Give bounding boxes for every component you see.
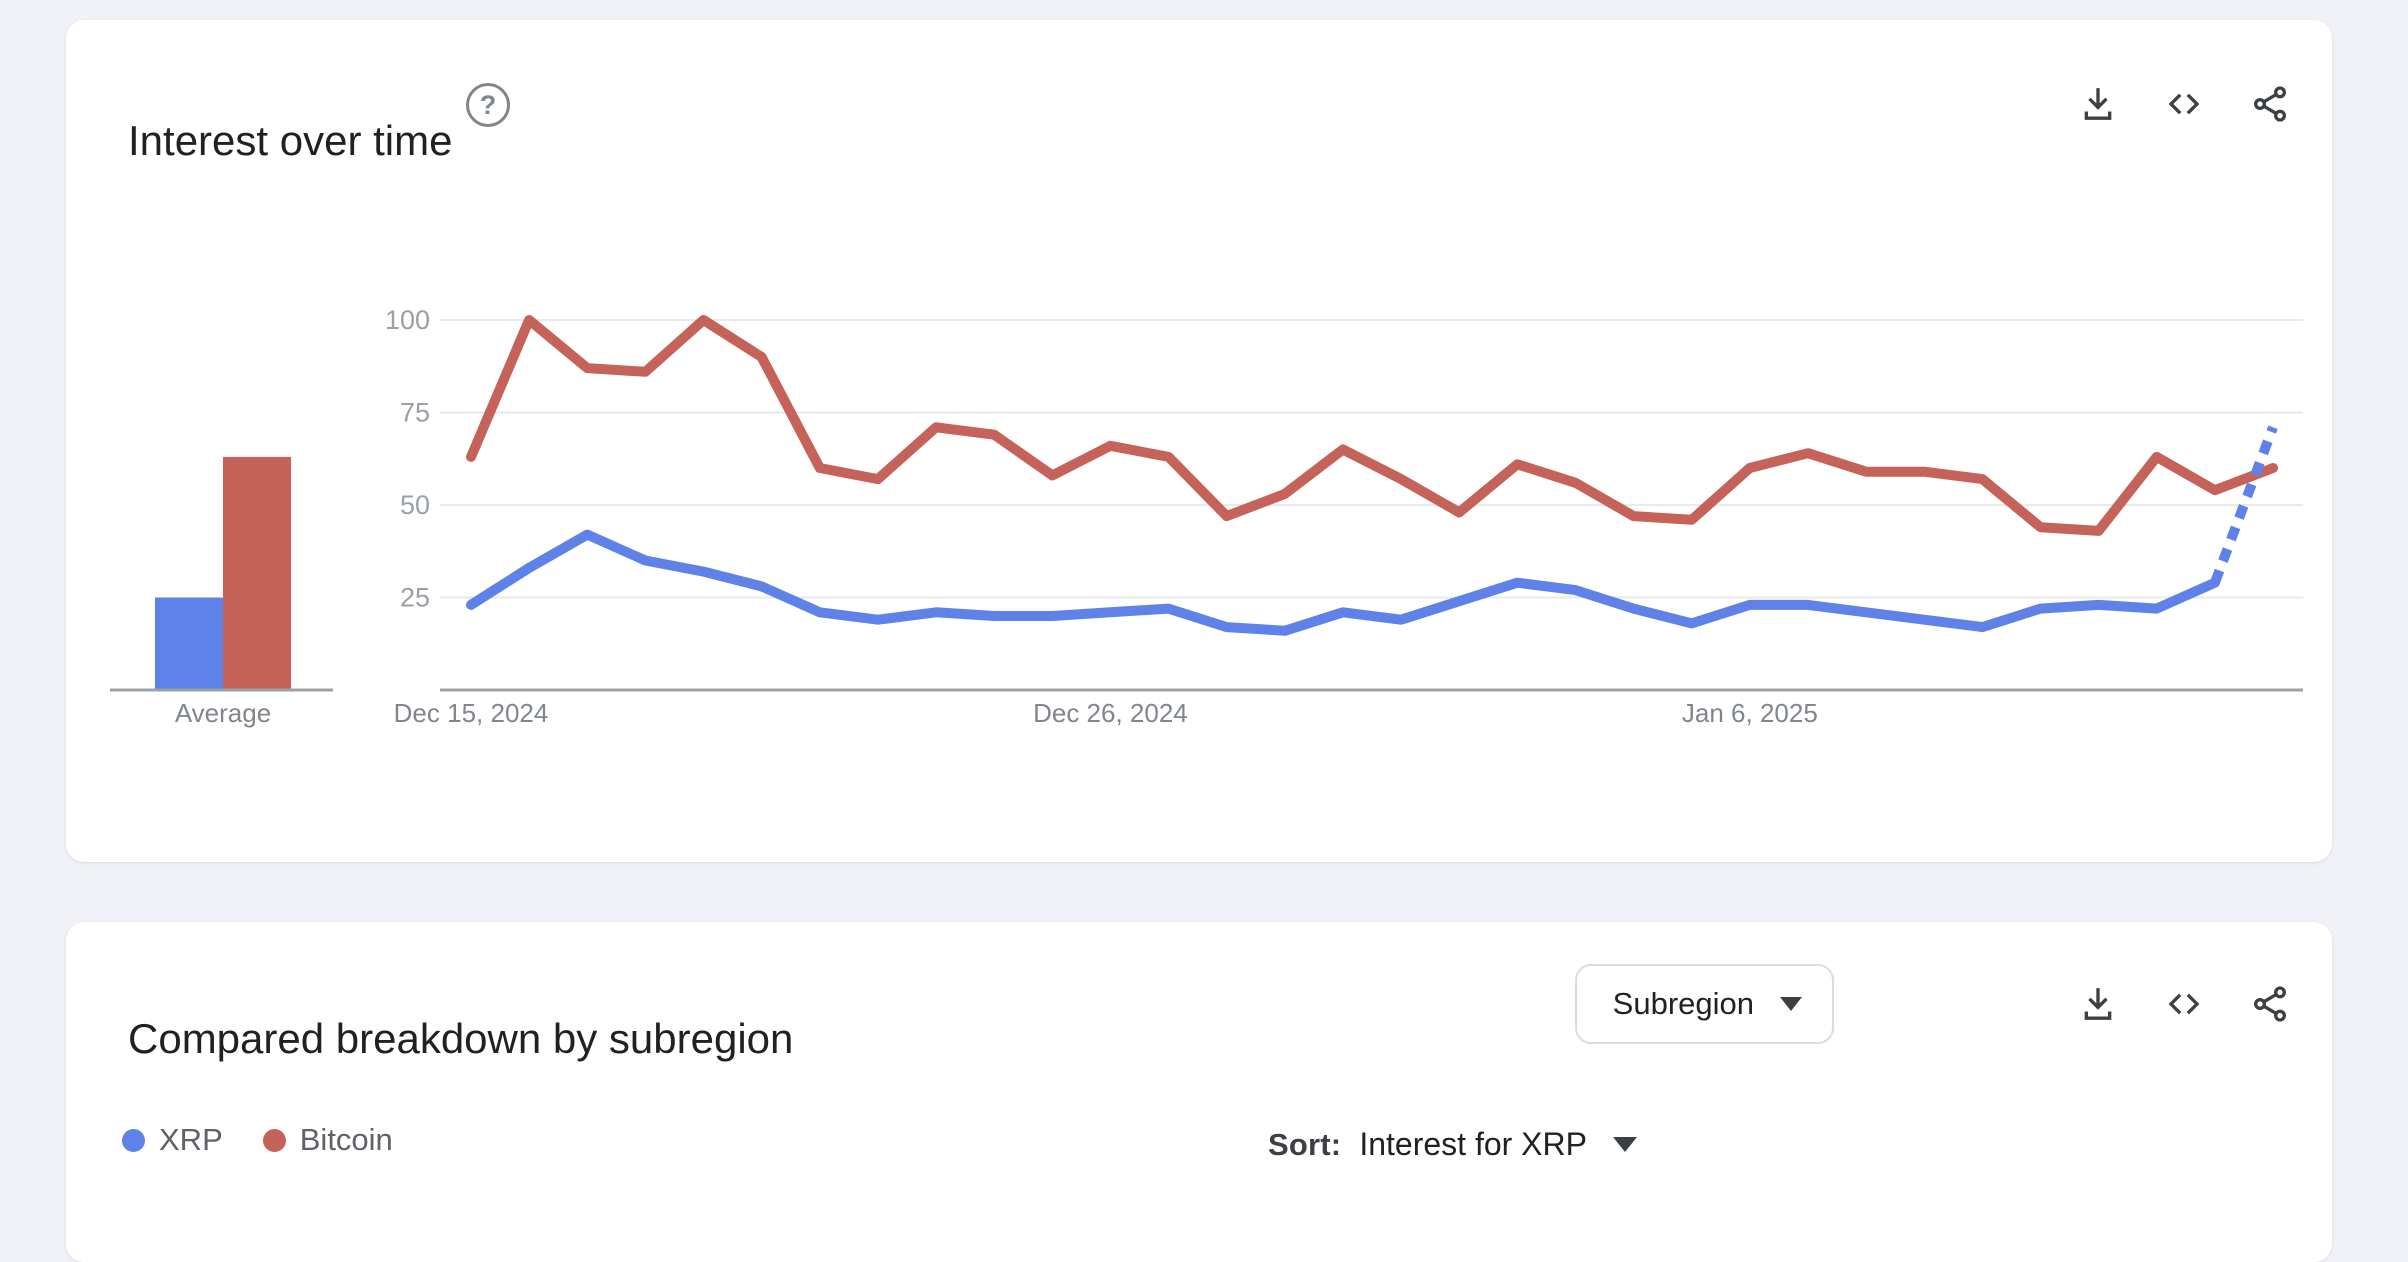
google-trends-page: { "page": { "background_color": "#f0f2f7… xyxy=(66,20,2332,1262)
average-label: Average xyxy=(175,698,271,728)
series-legend: XRP Bitcoin xyxy=(122,1122,393,1158)
question-mark-glyph: ? xyxy=(479,89,497,120)
share-button[interactable] xyxy=(2248,982,2292,1026)
chevron-down-icon xyxy=(1612,1137,1637,1152)
xrp-legend-label: XRP xyxy=(159,1122,223,1157)
xrp-legend-dot xyxy=(122,1128,145,1152)
help-icon[interactable]: ? xyxy=(466,83,510,127)
compared-breakdown-card: Compared breakdown by subregion Subregio… xyxy=(66,922,2332,1262)
chevron-down-icon xyxy=(1780,997,1802,1011)
code-embed-icon xyxy=(2168,93,2200,115)
share-icon xyxy=(2254,986,2286,1022)
sort-dropdown-value: Interest for XRP xyxy=(1359,1126,1587,1162)
sort-control: Sort: Interest for XRP xyxy=(1268,1126,1637,1163)
x-tick-label-0: Dec 15, 2024 xyxy=(394,698,549,728)
y-tick-label-25: 25 xyxy=(400,583,430,613)
average-bar-bitcoin xyxy=(223,456,291,690)
subregion-dropdown-value: Subregion xyxy=(1612,986,1754,1021)
interest-card-actions xyxy=(2076,82,2292,126)
download-button[interactable] xyxy=(2076,982,2120,1026)
x-tick-label-1: Dec 26, 2024 xyxy=(1033,698,1188,728)
download-icon xyxy=(2084,88,2112,120)
interest-over-time-card: Interest over time ? 25 50 75 100 Dec 15, 20… xyxy=(66,20,2332,862)
breakdown-card-title: Compared breakdown by subregion xyxy=(128,1014,794,1062)
interest-over-time-chart[interactable]: 25 50 75 100 Dec 15, 2024 Dec 26, 2024 Jan 6, … xyxy=(66,20,2332,862)
average-bar-xrp xyxy=(155,597,223,690)
sort-label: Sort: xyxy=(1268,1126,1342,1162)
breakdown-card-actions xyxy=(2076,982,2292,1026)
legend-item-xrp: XRP xyxy=(122,1122,223,1158)
download-icon xyxy=(2084,988,2112,1020)
interest-card-title: Interest over time xyxy=(128,116,453,164)
share-button[interactable] xyxy=(2248,82,2292,126)
x-tick-label-2: Jan 6, 2025 xyxy=(1682,698,1818,728)
code-embed-icon xyxy=(2168,993,2200,1015)
download-button[interactable] xyxy=(2076,82,2120,126)
sort-dropdown[interactable]: Interest for XRP xyxy=(1359,1126,1637,1163)
legend-item-bitcoin: Bitcoin xyxy=(262,1122,393,1158)
share-icon xyxy=(2254,86,2286,122)
embed-button[interactable] xyxy=(2162,982,2206,1026)
xrp-line xyxy=(466,529,2220,636)
y-tick-label-50: 50 xyxy=(400,490,430,520)
bitcoin-legend-dot xyxy=(262,1128,286,1152)
y-tick-label-100: 100 xyxy=(385,305,430,335)
xrp-line-dashed-partial xyxy=(2210,425,2278,585)
subregion-dropdown[interactable]: Subregion xyxy=(1574,964,1834,1044)
bitcoin-line xyxy=(466,315,2278,536)
embed-button[interactable] xyxy=(2162,82,2206,126)
bitcoin-legend-label: Bitcoin xyxy=(299,1122,393,1157)
y-tick-label-75: 75 xyxy=(400,398,430,428)
